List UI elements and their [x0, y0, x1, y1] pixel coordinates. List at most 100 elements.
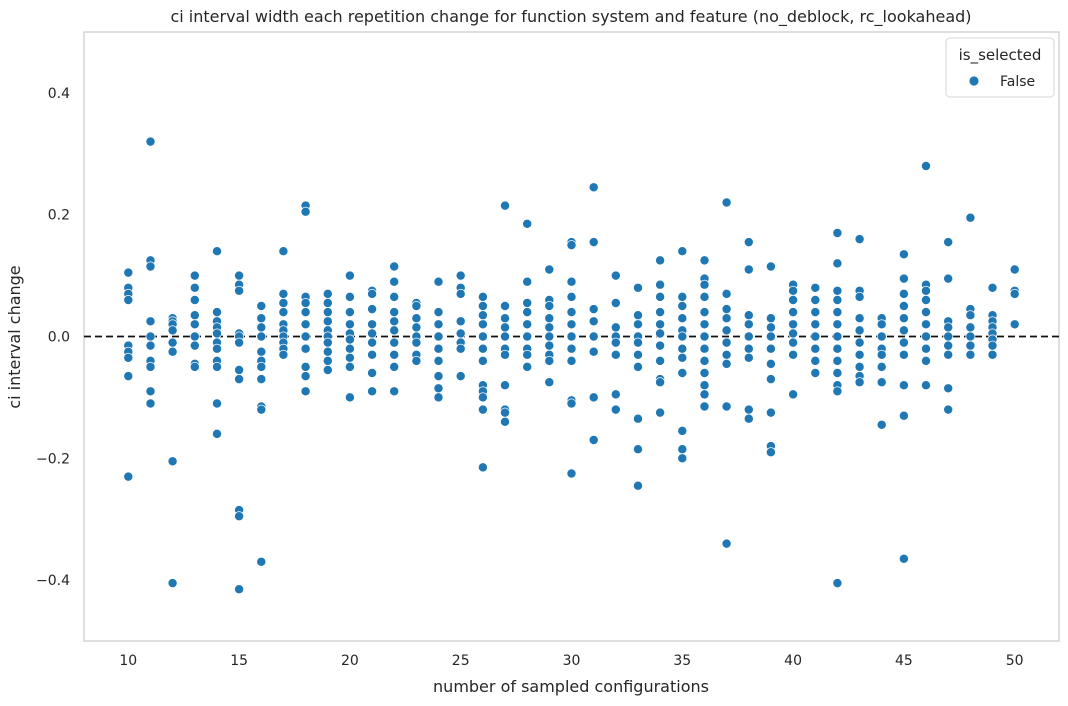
scatter-point [389, 261, 400, 272]
scatter-point [788, 285, 799, 296]
scatter-point [212, 307, 222, 318]
scatter-point [256, 374, 267, 385]
scatter-point [167, 346, 178, 357]
scatter-point [743, 310, 754, 321]
scatter-point [455, 316, 466, 327]
scatter-point [544, 322, 555, 333]
scatter-point [876, 319, 887, 330]
scatter-point [677, 453, 688, 464]
scatter-point [633, 319, 643, 330]
scatter-point [588, 304, 599, 315]
scatter-point [433, 355, 444, 366]
scatter-point [522, 276, 533, 287]
scatter-point [721, 401, 732, 412]
scatter-point [633, 480, 643, 491]
scatter-point [411, 322, 422, 333]
scatter-point [322, 346, 333, 357]
scatter-point [522, 349, 533, 360]
scatter-point [810, 331, 821, 342]
scatter-point [677, 246, 688, 257]
scatter-point [189, 361, 200, 372]
scatter-point [455, 343, 466, 354]
scatter-point [854, 291, 865, 302]
scatter-point [898, 273, 909, 284]
scatter-point [234, 365, 245, 375]
x-tick-label: 10 [119, 653, 137, 669]
scatter-point [854, 349, 865, 360]
scatter-point [699, 319, 710, 330]
scatter-point [810, 355, 821, 366]
scatter-point [987, 340, 998, 351]
y-tick-label: 0.4 [48, 86, 70, 102]
scatter-point [344, 291, 355, 302]
scatter-point [477, 343, 488, 354]
scatter-point [256, 361, 267, 372]
scatter-point [898, 301, 909, 311]
scatter-point [898, 380, 909, 391]
scatter-point [699, 368, 710, 378]
scatter-point [189, 270, 200, 281]
scatter-point [544, 340, 555, 351]
scatter-point [522, 307, 533, 318]
scatter-point [943, 383, 954, 394]
scatter-point [921, 295, 931, 305]
scatter-point [677, 331, 688, 342]
scatter-point [832, 343, 843, 354]
legend: is_selected False [945, 37, 1055, 98]
scatter-point [477, 355, 488, 366]
scatter-point [212, 361, 222, 372]
scatter-point [1009, 288, 1020, 299]
scatter-point [189, 340, 200, 351]
x-tick-label: 35 [673, 653, 691, 669]
scatter-point [677, 291, 688, 302]
scatter-point [943, 237, 954, 248]
x-tick-label: 25 [452, 653, 470, 669]
scatter-point [633, 444, 643, 455]
scatter-point [921, 331, 931, 342]
scatter-point [832, 307, 843, 318]
scatter-point [477, 291, 488, 302]
scatter-point [522, 361, 533, 372]
scatter-point [234, 337, 245, 348]
scatter-point [788, 389, 799, 400]
scatter-point [965, 340, 976, 351]
scatter-point [123, 371, 134, 382]
scatter-point [655, 307, 666, 318]
scatter-point [743, 237, 754, 248]
scatter-point [832, 295, 843, 305]
scatter-point [610, 404, 621, 415]
scatter-point [721, 304, 732, 315]
scatter-point [898, 313, 909, 324]
scatter-point [655, 279, 666, 290]
scatter-point [256, 301, 267, 311]
scatter-point [189, 310, 200, 321]
scatter-point [810, 319, 821, 330]
scatter-point [322, 355, 333, 366]
scatter-point [389, 337, 400, 348]
scatter-point [566, 276, 577, 287]
scatter-point [765, 447, 776, 458]
scatter-point [123, 295, 134, 305]
scatter-point [566, 468, 577, 479]
scatter-point [699, 307, 710, 318]
scatter-point [633, 282, 643, 293]
scatter-point [610, 337, 621, 348]
scatter-point [389, 307, 400, 318]
scatter-point [367, 349, 378, 360]
scatter-point [544, 313, 555, 324]
scatter-point [566, 331, 577, 342]
scatter-point [699, 291, 710, 302]
scatter-point [500, 322, 510, 333]
scatter-point [411, 301, 422, 311]
y-tick-label: 0.2 [48, 208, 70, 224]
scatter-point [234, 511, 245, 522]
scatter-point [300, 206, 311, 217]
scatter-point [389, 386, 400, 397]
scatter-point [965, 322, 976, 333]
scatter-point [145, 331, 156, 342]
scatter-point [743, 413, 754, 424]
scatter-point [234, 584, 245, 595]
scatter-point [167, 325, 178, 336]
scatter-point [212, 428, 222, 439]
